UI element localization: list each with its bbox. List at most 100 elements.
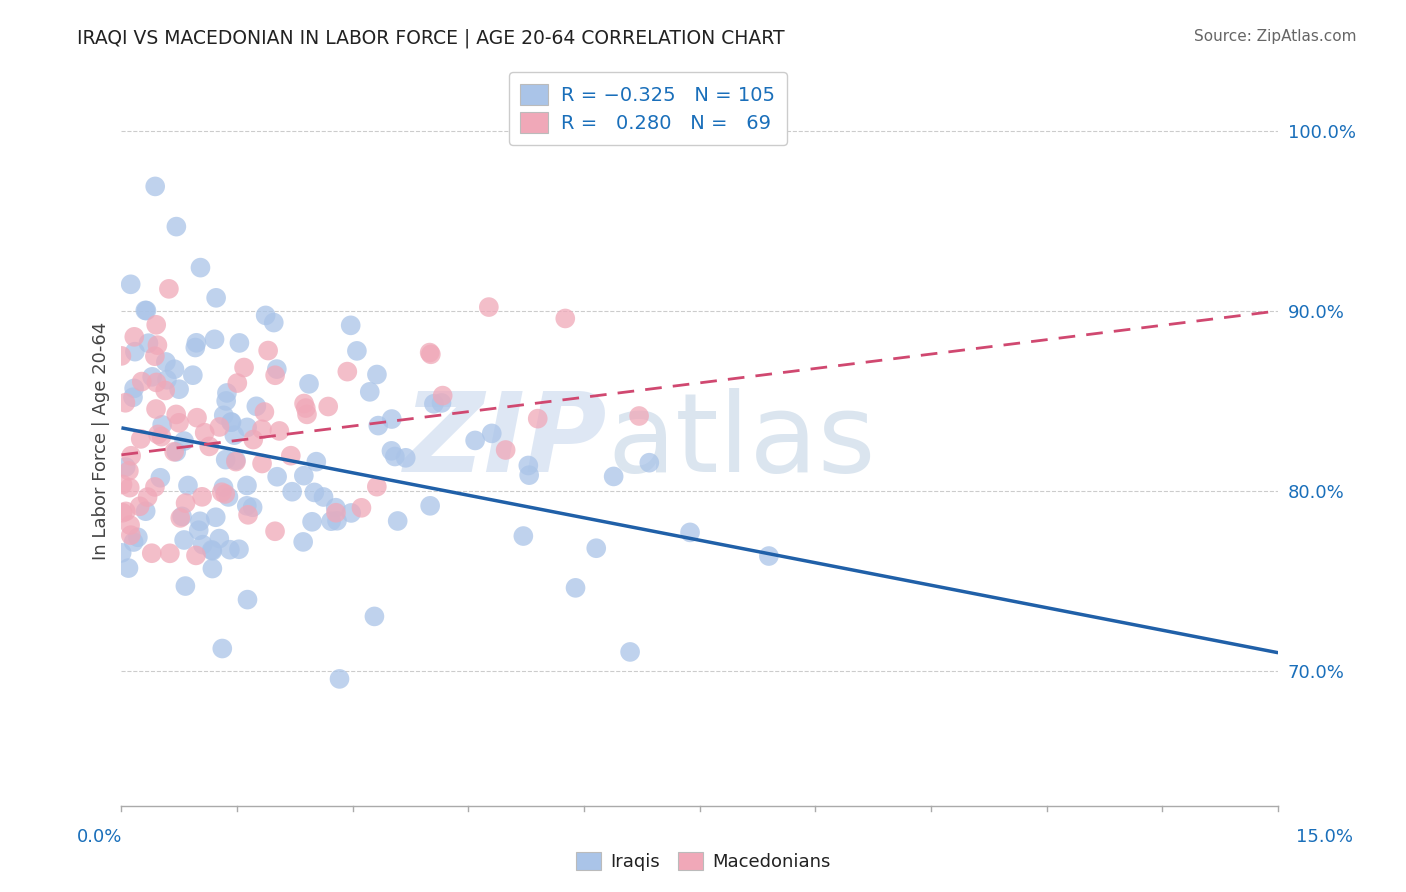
Point [298,376,321,391]
Text: atlas: atlas [607,388,876,495]
Point [619,645,641,659]
Point [224,428,246,442]
Point [280,449,302,463]
Point [110,349,132,363]
Point [143,480,166,494]
Point [367,418,389,433]
Point [117,561,139,575]
Text: ZIP: ZIP [404,388,607,495]
Point [149,471,172,485]
Point [638,456,661,470]
Y-axis label: In Labor Force | Age 20-64: In Labor Force | Age 20-64 [93,322,110,560]
Point [146,338,169,352]
Point [758,549,780,563]
Point [155,355,177,369]
Point [233,360,256,375]
Point [339,318,361,333]
Point [263,316,285,330]
Point [384,450,406,464]
Point [301,515,323,529]
Point [145,402,167,417]
Point [153,384,176,398]
Point [326,514,349,528]
Point [188,514,211,528]
Point [165,408,187,422]
Point [138,336,160,351]
Point [226,376,249,390]
Point [264,524,287,539]
Point [602,469,624,483]
Point [316,400,339,414]
Point [387,514,409,528]
Point [181,368,204,383]
Point [512,529,534,543]
Point [430,396,453,410]
Point [141,546,163,560]
Point [186,410,208,425]
Point [159,546,181,560]
Point [305,455,328,469]
Point [145,376,167,390]
Point [167,382,190,396]
Point [236,508,259,522]
Point [204,510,226,524]
Point [201,561,224,575]
Point [363,609,385,624]
Point [395,450,418,465]
Point [266,362,288,376]
Point [419,499,441,513]
Point [219,415,242,429]
Point [120,277,142,292]
Point [120,449,142,463]
Legend: R = −0.325   N = 105, R =   0.280   N =   69: R = −0.325 N = 105, R = 0.280 N = 69 [509,72,787,145]
Point [214,487,236,501]
Point [135,303,157,318]
Point [118,464,141,478]
Point [143,349,166,363]
Point [250,457,273,471]
Point [295,408,318,422]
Point [122,381,145,395]
Point [150,417,173,432]
Point [242,433,264,447]
Point [146,427,169,442]
Point [679,525,702,540]
Point [184,341,207,355]
Text: 15.0%: 15.0% [1295,828,1353,846]
Point [319,514,342,528]
Point [205,291,228,305]
Legend: Iraqis, Macedonians: Iraqis, Macedonians [568,845,838,879]
Point [111,546,134,560]
Point [211,485,233,500]
Point [215,386,238,401]
Point [174,496,197,510]
Point [115,504,138,518]
Point [312,490,335,504]
Point [423,397,446,411]
Point [221,415,243,429]
Point [208,420,231,434]
Point [128,500,150,514]
Point [191,490,214,504]
Point [478,300,501,314]
Point [122,535,145,549]
Point [432,389,454,403]
Point [481,426,503,441]
Point [120,528,142,542]
Point [264,368,287,383]
Point [269,424,291,438]
Point [198,439,221,453]
Point [292,468,315,483]
Point [201,542,224,557]
Point [211,641,233,656]
Point [228,335,250,350]
Point [236,420,259,434]
Point [564,581,586,595]
Point [346,343,368,358]
Point [201,544,224,558]
Point [135,504,157,518]
Point [157,282,180,296]
Point [245,399,267,413]
Point [325,506,347,520]
Point [191,538,214,552]
